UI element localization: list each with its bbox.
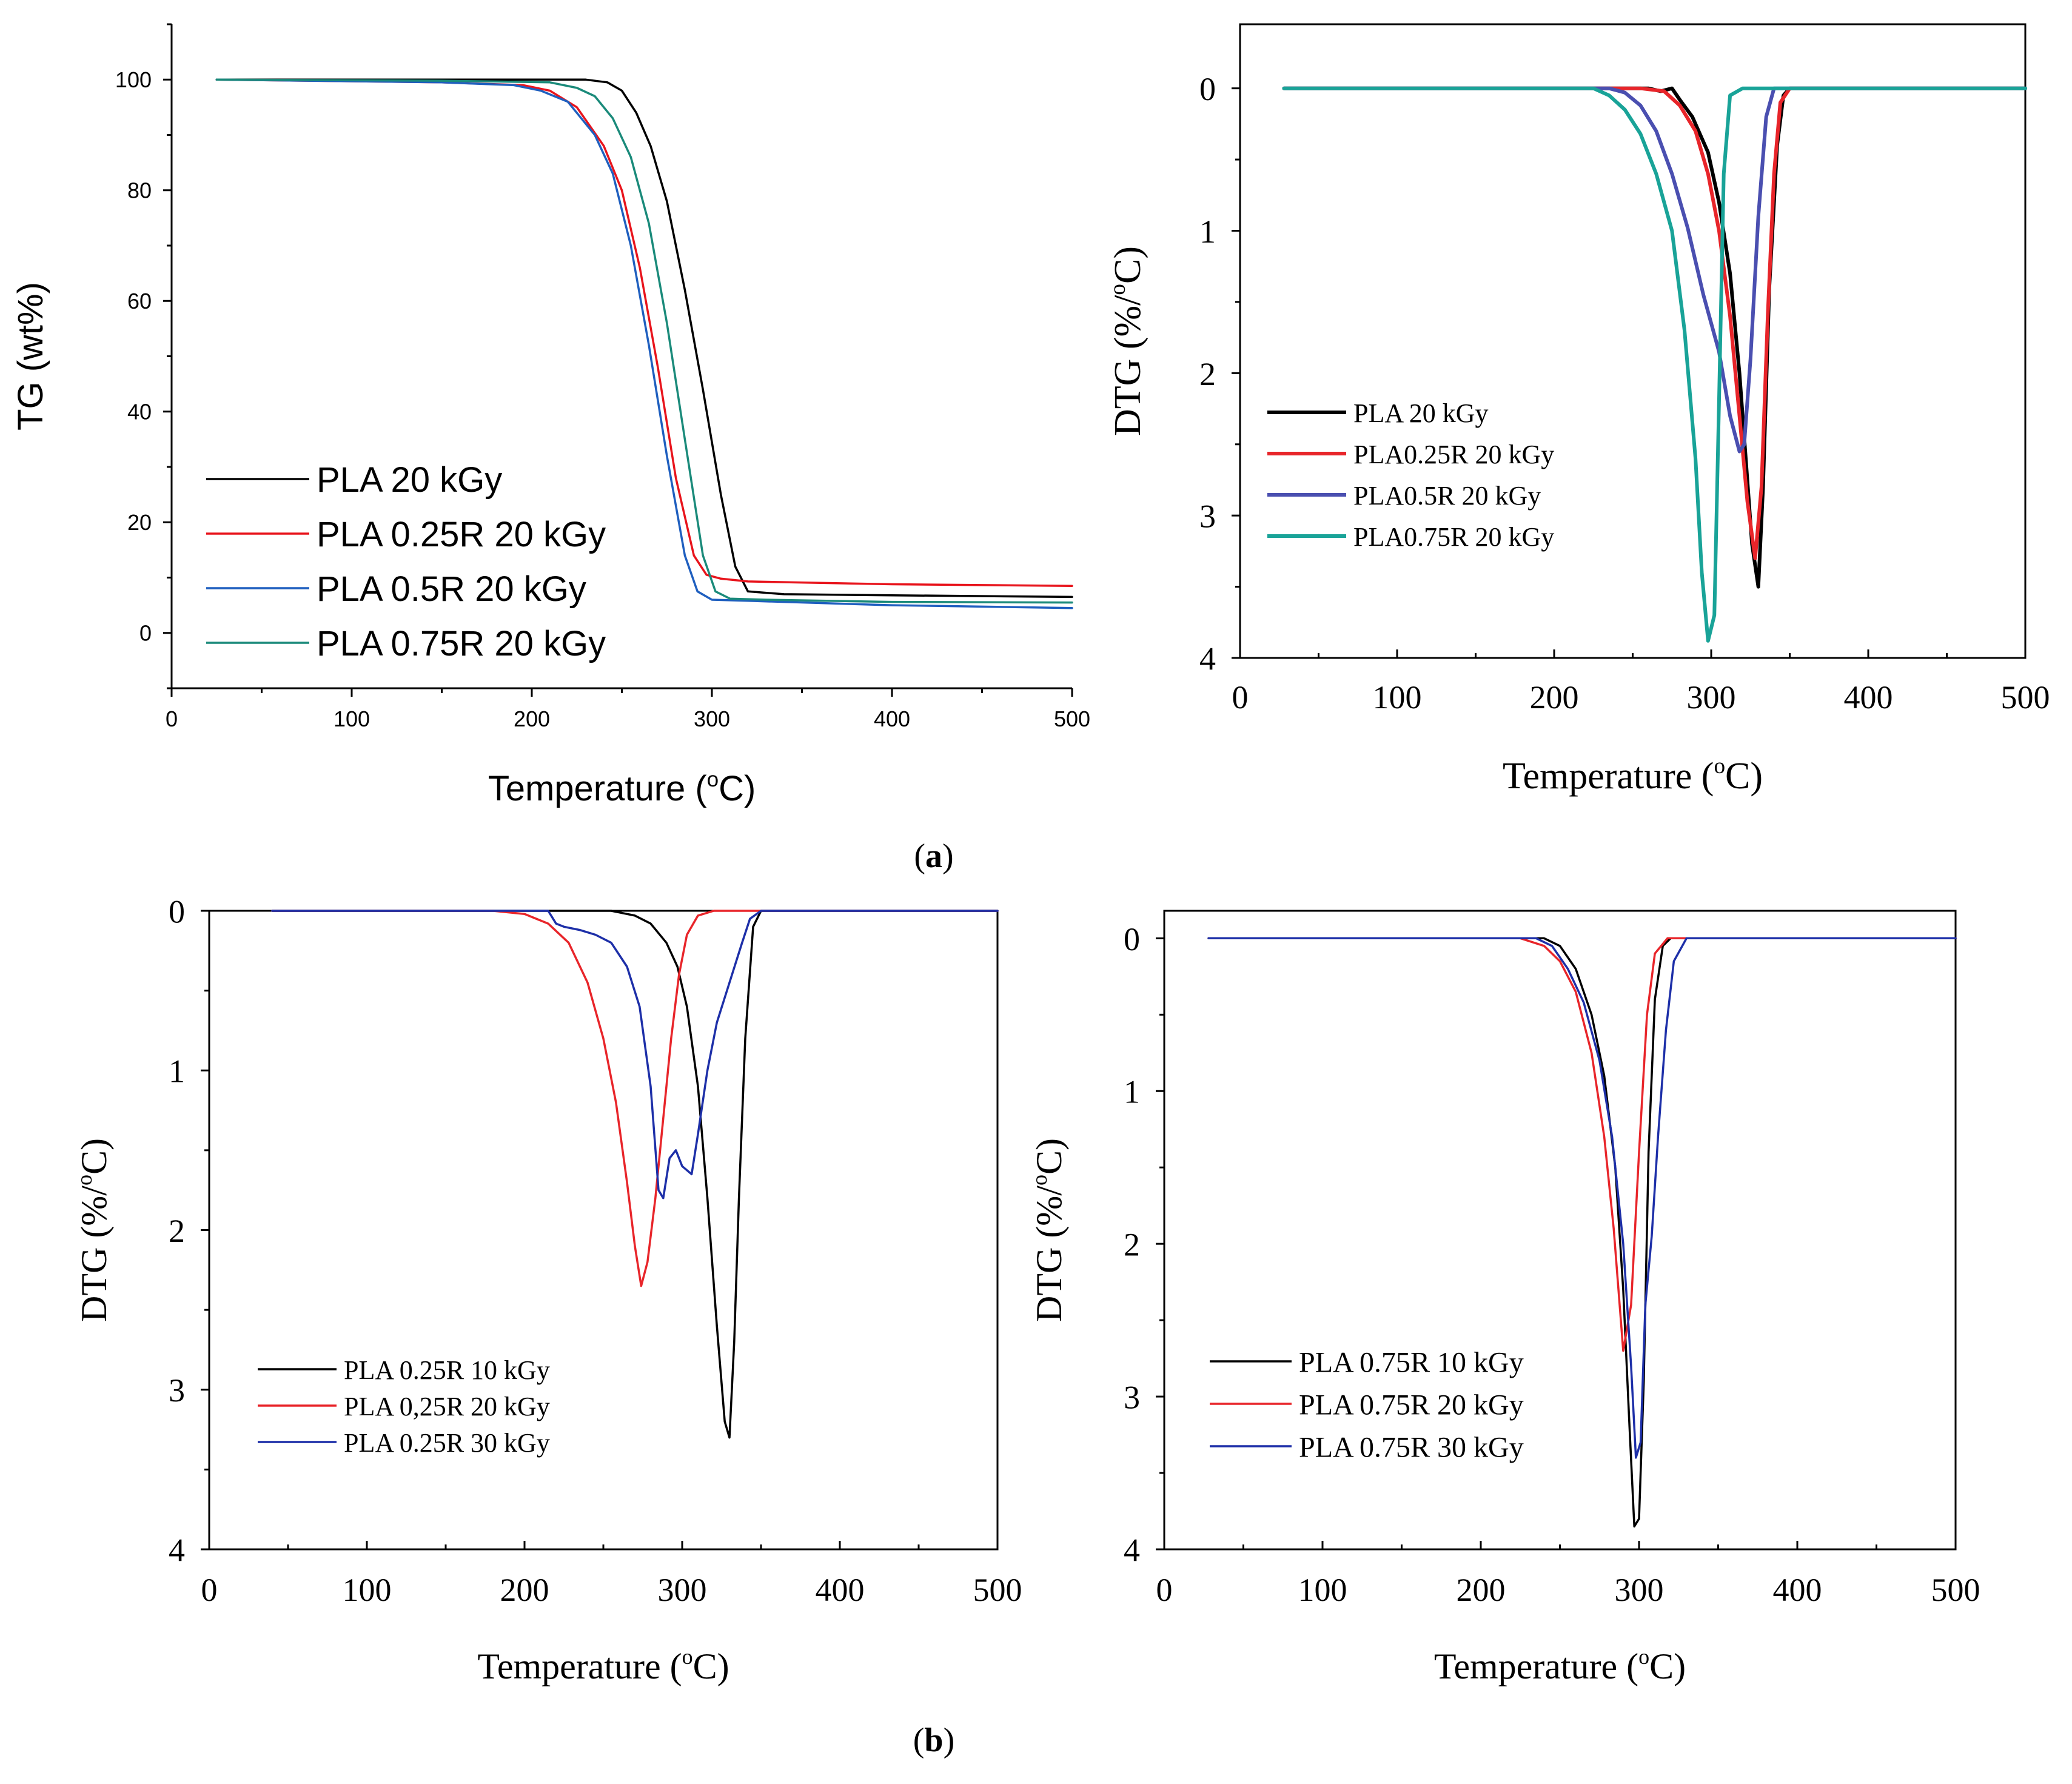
series-line-4 [1282,86,2027,643]
legend-label: PLA 0.25R 20 kGy [317,515,606,554]
x-tick-label: 500 [1931,1572,1980,1608]
legend-label: PLA 0,25R 20 kGy [344,1392,550,1421]
legend: PLA 20 kGy PLA 0.25R 20 kGy PLA 0.5R 20 kG… [206,460,606,663]
x-tick-label: 100 [343,1572,392,1608]
x-tick-label: 400 [1844,679,1893,716]
x-axis-label: Temperature (oC) [1503,754,1763,797]
x-tick-label: 0 [166,706,178,731]
y-tick-label: 3 [169,1372,185,1409]
series-line-3 [271,910,999,1199]
x-tick-label: 500 [1054,706,1090,731]
legend-label: PLA0.25R 20 kGy [1353,440,1554,469]
x-axis-label: Temperature (oC) [477,1645,729,1686]
y-tick-label: 100 [115,67,152,92]
y-tick-label: 3 [1199,498,1216,535]
x-tick-label: 0 [1232,679,1249,716]
dtg-chart-b-0.75r: 0 100 200 300 400 500 0 1 2 3 4 Temperature (oC) DTG… [1027,910,1980,1686]
x-tick-label: 200 [1530,679,1579,716]
y-tick-label: 2 [1124,1227,1140,1263]
series-line-2 [271,910,999,1287]
panel-label-b: (b) [913,1722,954,1759]
series-line-3 [215,78,1073,609]
legend-label: PLA 0.75R 20 kGy [317,624,606,663]
y-tick-label: 2 [1199,356,1216,392]
x-tick-label: 300 [658,1572,707,1608]
legend-label: PLA 0.75R 10 kGy [1299,1346,1524,1378]
y-tick-label: 2 [169,1213,185,1249]
plot-frame [1163,910,1957,1551]
legend-label: PLA0.75R 20 kGy [1353,522,1554,552]
y-axis-label: TG (wt%) [11,282,50,431]
x-tick-label: 300 [1687,679,1736,716]
x-tick-label: 400 [1773,1572,1822,1608]
series-line-2 [1207,937,1957,1352]
y-axis-label: DTG (%/oC) [1027,1138,1069,1322]
x-tick-label: 100 [334,706,370,731]
series-line-3 [1207,937,1957,1459]
dtg-chart-b-0.25r: 0 100 200 300 400 500 0 1 2 3 4 Temperature (oC) DTG… [72,893,1022,1686]
y-tick-label: 1 [1199,213,1216,250]
y-tick-label: 60 [127,289,152,314]
y-tick-label: 4 [1199,640,1216,677]
legend-label: PLA 0.5R 20 kGy [317,569,586,609]
panel-label-a: (a) [914,837,953,875]
legend-label: PLA 20 kGy [317,460,502,500]
series-line-1 [215,78,1073,599]
y-tick-label: 0 [1124,921,1140,957]
y-tick-label: 3 [1124,1380,1140,1416]
y-tick-label: 1 [1124,1074,1140,1110]
x-tick-label: 300 [694,706,730,731]
series-line-4 [215,78,1073,604]
y-tick-label: 0 [1199,71,1216,107]
series-line-2 [215,78,1073,587]
series-line-1 [1282,86,2027,589]
x-axis-label: Temperature (oC) [1434,1645,1686,1686]
x-tick-label: 100 [1298,1572,1347,1608]
legend-label: PLA 0.25R 30 kGy [344,1428,550,1458]
legend: PLA 20 kGy PLA0.25R 20 kGy PLA0.5R 20 kGy P… [1267,398,1554,552]
x-tick-label: 100 [1373,679,1422,716]
y-tick-label: 40 [127,400,152,424]
dtg-chart-a: 0 100 200 300 400 500 0 1 2 3 4 Temperature (oC) DTG… [1105,23,2050,797]
x-tick-label: 200 [500,1572,549,1608]
y-tick-label: 4 [1124,1532,1140,1568]
tg-chart: 0 100 200 300 400 500 0 20 40 60 80 100 Temperature … [11,23,1090,808]
y-tick-label: 80 [127,178,152,203]
plot-frame [208,910,999,1551]
series-line-2 [1282,86,2027,560]
x-tick-label: 500 [2001,679,2050,716]
y-axis-label: DTG (%/oC) [1105,246,1148,436]
legend-label: PLA 20 kGy [1353,398,1488,428]
legend-label: PLA 0.25R 10 kGy [344,1355,550,1385]
legend: PLA 0.75R 10 kGy PLA 0.75R 20 kGy PLA 0.75… [1210,1346,1524,1463]
x-tick-label: 0 [1156,1572,1173,1608]
x-tick-label: 400 [874,706,910,731]
y-tick-label: 20 [127,510,152,535]
y-axis-label: DTG (%/oC) [72,1138,114,1322]
y-tick-label: 0 [169,893,185,930]
x-tick-label: 400 [816,1572,865,1608]
series-line-1 [271,910,999,1439]
legend: PLA 0.25R 10 kGy PLA 0,25R 20 kGy PLA 0.25… [258,1355,550,1458]
x-tick-label: 500 [973,1572,1022,1608]
x-tick-label: 200 [1457,1572,1506,1608]
series-line-1 [1207,937,1957,1527]
x-axis-label: Temperature (oC) [488,768,756,808]
legend-label: PLA0.5R 20 kGy [1353,481,1541,511]
legend-label: PLA 0.75R 20 kGy [1299,1389,1524,1421]
legend-label: PLA 0.75R 30 kGy [1299,1431,1524,1463]
y-tick-label: 0 [139,621,152,646]
x-tick-label: 200 [514,706,550,731]
series-line-3 [1282,86,2027,454]
y-tick-label: 4 [169,1532,185,1568]
y-tick-label: 1 [169,1053,185,1090]
x-tick-label: 0 [201,1572,218,1608]
x-tick-label: 300 [1615,1572,1664,1608]
